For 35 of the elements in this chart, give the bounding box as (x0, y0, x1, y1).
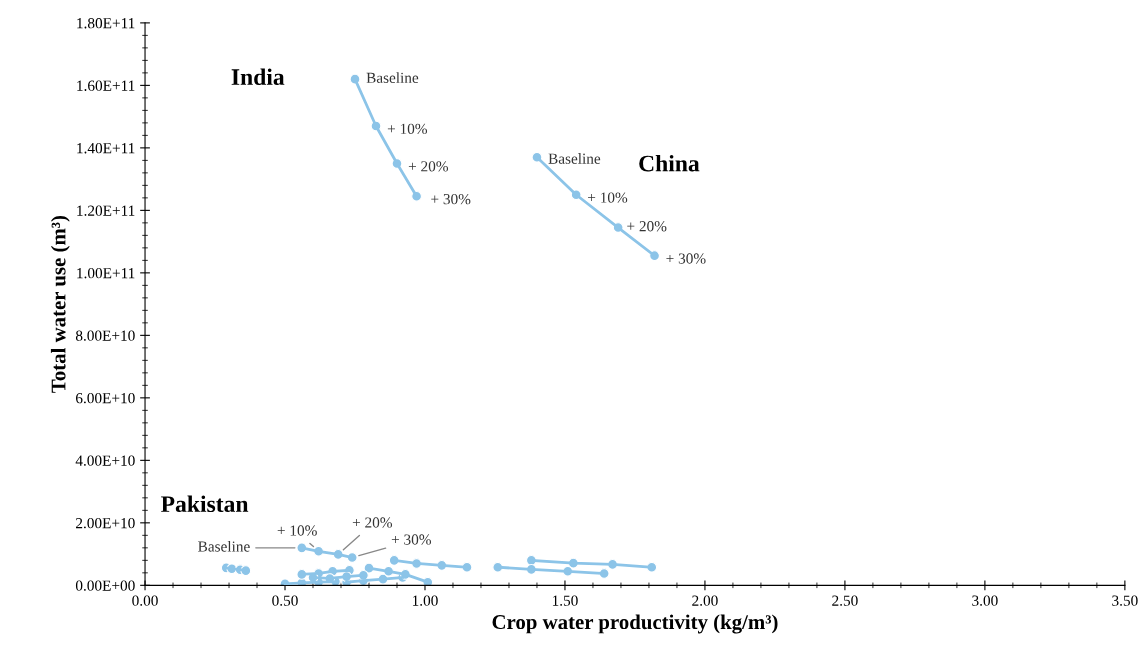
annotation: Baseline (548, 153, 601, 164)
x-tick-label: 3.00 (972, 595, 998, 606)
annotation: + 10% (387, 123, 428, 135)
annotation: + 30% (431, 193, 471, 205)
x-tick-label: 0.00 (132, 595, 158, 606)
text: China (639, 154, 700, 172)
y-axis-title: Total water use (m³) (50, 215, 70, 393)
y-tick-label: 0.00E+00 (75, 580, 135, 591)
x-axis-title: Crop water productivity (kg/m³) (492, 614, 778, 634)
y-tick-label: 1.00E+11 (77, 268, 135, 279)
x-tick-label: 1.00 (412, 595, 438, 606)
annotation: + 20% (408, 161, 449, 172)
y-tick-label: 1.20E+11 (77, 205, 135, 216)
x-tick-label: 0.50 (272, 595, 298, 606)
annotation: + 20% (352, 517, 393, 528)
y-tick-label: 4.00E+10 (75, 455, 135, 466)
annotation: + 30% (391, 534, 432, 545)
y-tick-label: 1.60E+11 (77, 80, 135, 91)
annotation: + 20% (627, 221, 667, 232)
annotation: Baseline (366, 72, 419, 83)
text: Pakistan (161, 495, 249, 513)
annotation: + 30% (666, 253, 706, 264)
x-tick-label: 3.50 (1112, 595, 1138, 606)
x-tick-label: 1.50 (552, 595, 578, 606)
x-tick-label: 2.50 (832, 595, 858, 606)
y-tick-label: 1.40E+11 (77, 143, 135, 154)
x-tick-label: 2.00 (692, 595, 718, 606)
y-tick-label: 6.00E+10 (76, 392, 135, 404)
text: India (231, 68, 285, 86)
y-tick-label: 2.00E+10 (76, 517, 135, 529)
annotation: + 10% (277, 525, 317, 536)
annotation: + 10% (588, 192, 628, 203)
y-tick-label: 8.00E+10 (75, 330, 135, 341)
y-tick-label: 1.80E+11 (77, 18, 135, 29)
annotation: Baseline (198, 540, 250, 552)
